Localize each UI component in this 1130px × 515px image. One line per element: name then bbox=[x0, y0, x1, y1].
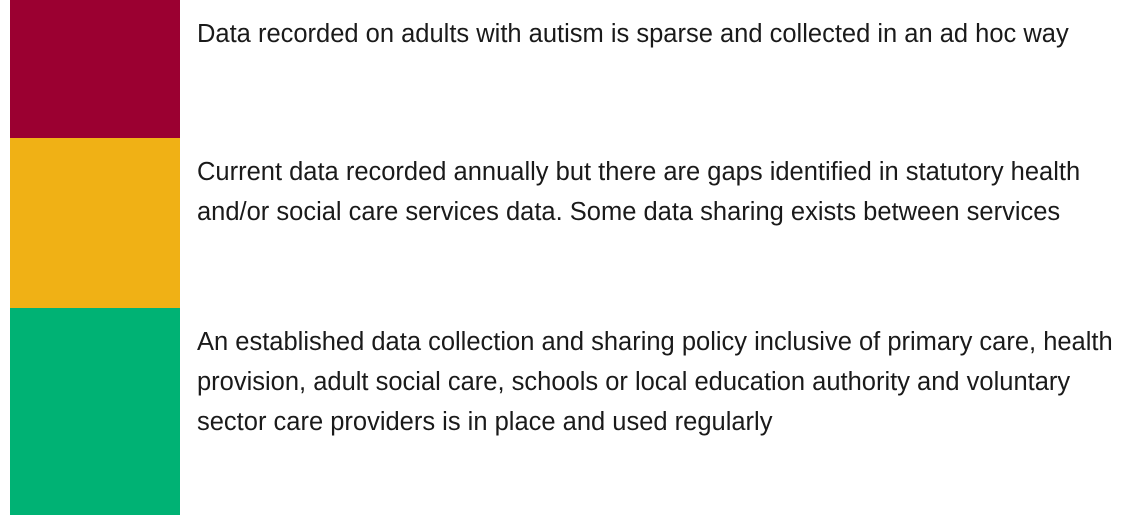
legend-text: An established data collection and shari… bbox=[197, 328, 1113, 436]
color-swatch bbox=[10, 308, 180, 515]
color-swatch bbox=[10, 138, 180, 308]
legend-row: Current data recorded annually but there… bbox=[0, 138, 1130, 308]
legend-row: An established data collection and shari… bbox=[0, 308, 1130, 515]
color-swatch bbox=[10, 0, 180, 138]
legend-text: Current data recorded annually but there… bbox=[197, 158, 1081, 226]
legend-row: Data recorded on adults with autism is s… bbox=[0, 0, 1130, 138]
legend-text: Data recorded on adults with autism is s… bbox=[197, 20, 1069, 48]
